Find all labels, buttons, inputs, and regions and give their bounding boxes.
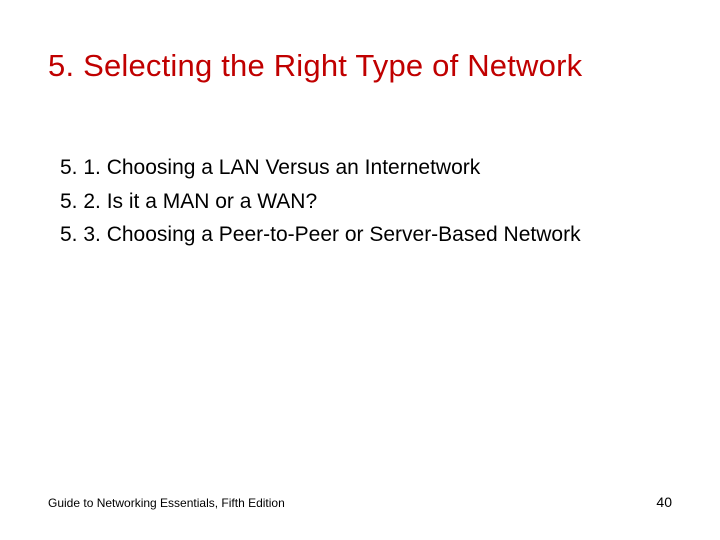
- list-item: 5. 2. Is it a MAN or a WAN?: [60, 186, 672, 218]
- list-item: 5. 3. Choosing a Peer-to-Peer or Server-…: [60, 219, 672, 251]
- page-number: 40: [656, 494, 672, 510]
- slide-footer: Guide to Networking Essentials, Fifth Ed…: [48, 494, 672, 510]
- slide-title: 5. Selecting the Right Type of Network: [48, 48, 672, 84]
- list-item: 5. 1. Choosing a LAN Versus an Internetw…: [60, 152, 672, 184]
- slide-container: 5. Selecting the Right Type of Network 5…: [0, 0, 720, 540]
- footer-source: Guide to Networking Essentials, Fifth Ed…: [48, 496, 285, 510]
- topic-list: 5. 1. Choosing a LAN Versus an Internetw…: [48, 152, 672, 251]
